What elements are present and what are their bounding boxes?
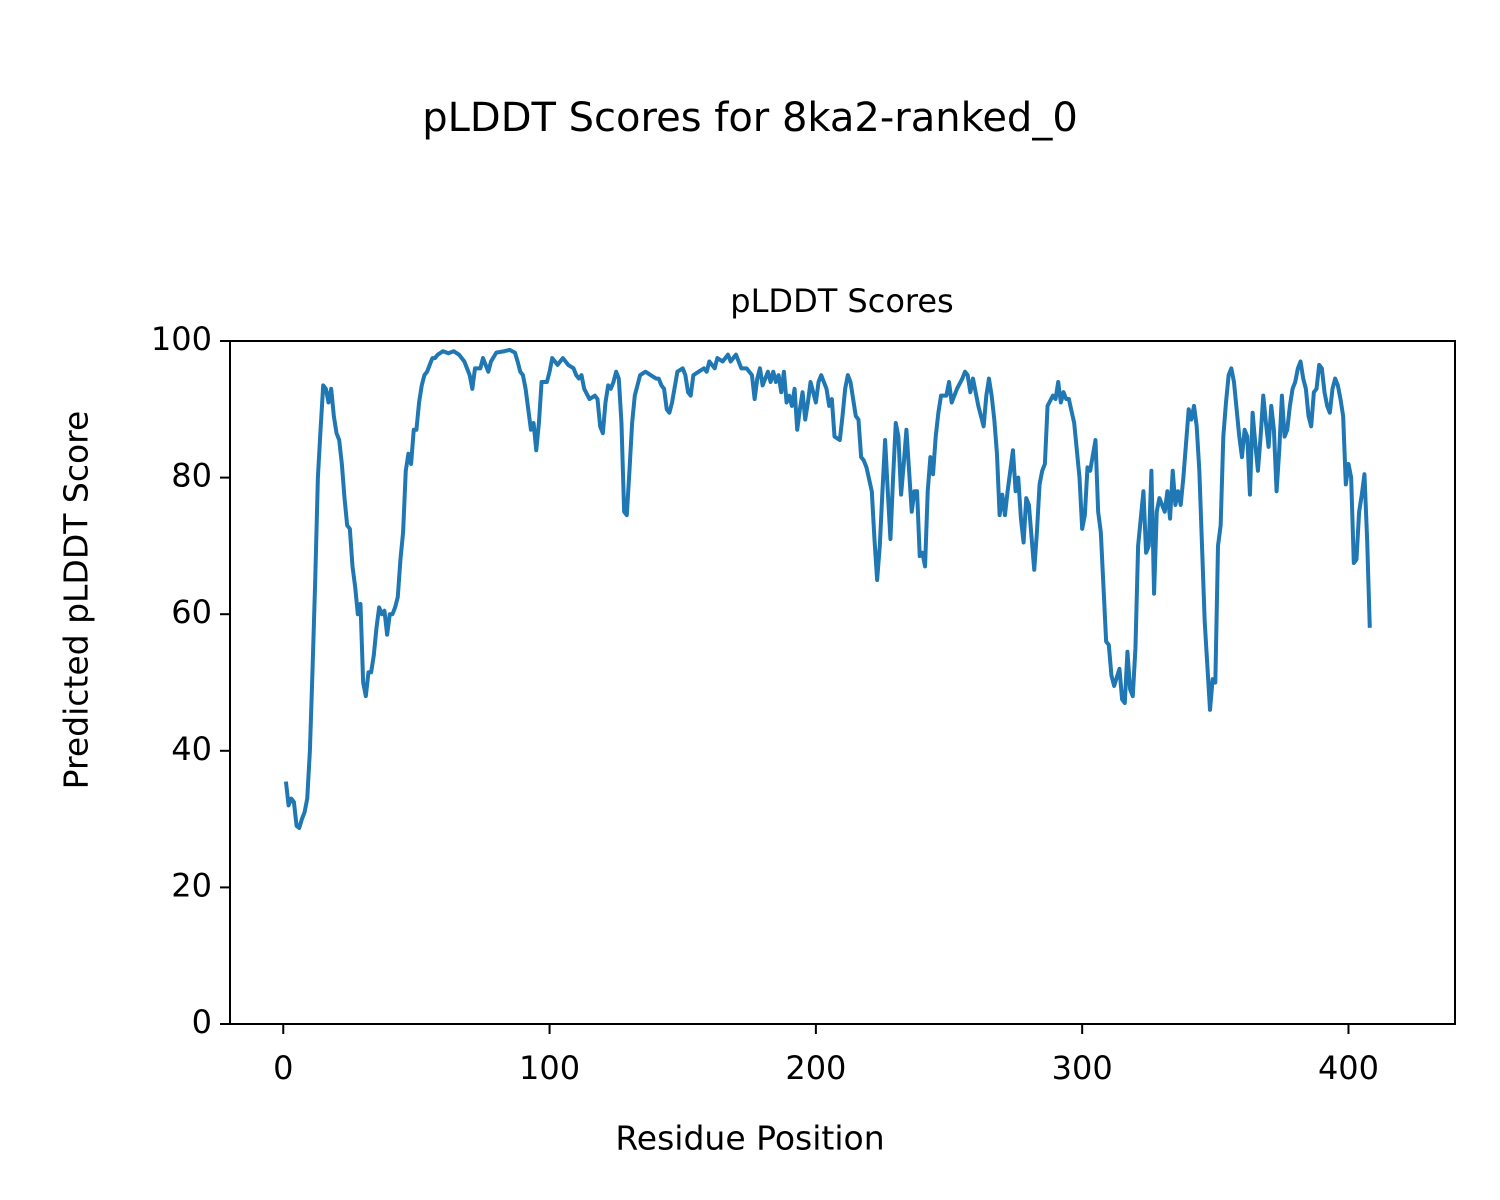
data-line — [283, 347, 1372, 830]
chart-title: pLDDT Scores for 8ka2-ranked_0 — [422, 95, 1078, 141]
x-tick-label: 0 — [273, 1049, 293, 1087]
axes-title: pLDDT Scores — [730, 282, 953, 320]
x-tick-label: 300 — [1052, 1049, 1113, 1087]
y-tick-label: 40 — [171, 730, 212, 768]
y-tick-label: 80 — [171, 457, 212, 495]
axes-frame — [229, 340, 1456, 1025]
y-tick-label: 60 — [171, 593, 212, 631]
y-axis-label: Predicted pLDDT Score — [57, 411, 96, 790]
y-tick-label: 20 — [171, 866, 212, 904]
x-tick-label: 400 — [1318, 1049, 1379, 1087]
y-tick-label: 0 — [192, 1003, 212, 1041]
x-tick-label: 200 — [785, 1049, 846, 1087]
x-axis-label: Residue Position — [615, 1119, 884, 1158]
x-tick-label: 100 — [519, 1049, 580, 1087]
y-tick-label: 100 — [151, 320, 212, 358]
